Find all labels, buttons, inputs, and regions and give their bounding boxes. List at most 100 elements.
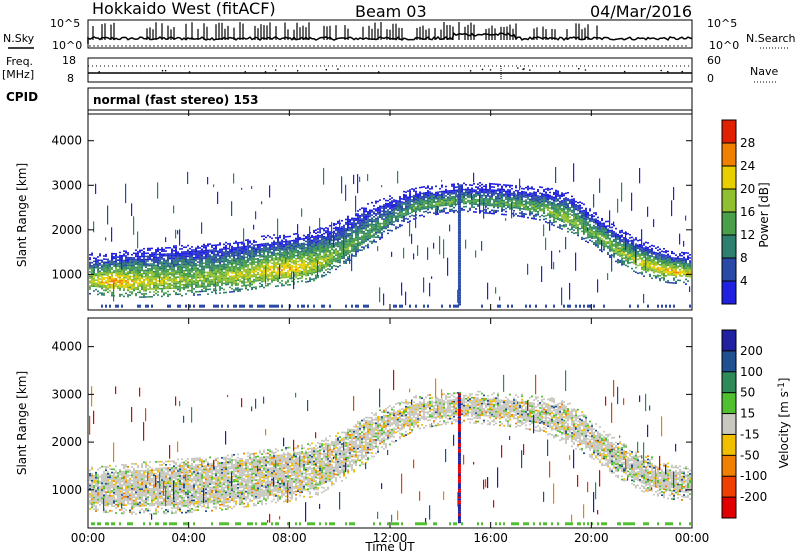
nsearch-dot: [453, 45, 454, 46]
echo-cell: [357, 229, 359, 231]
echo-cell: [123, 260, 125, 262]
echo-cell: [189, 290, 191, 292]
echo-cell: [121, 285, 123, 287]
echo-cell: [265, 244, 267, 246]
echo-cell: [143, 290, 145, 292]
echo-cell: [359, 221, 361, 223]
echo-cell: [295, 266, 297, 268]
echo-cell: [517, 190, 519, 192]
echo-cell: [387, 229, 389, 231]
echo-cell: [207, 272, 209, 274]
echo-cell: [379, 229, 381, 231]
echo-cell: [99, 267, 101, 269]
echo-cell: [235, 249, 237, 251]
nsearch-dot: [357, 45, 358, 46]
echo-cell: [215, 260, 217, 262]
echo-cell: [497, 207, 499, 209]
echo-cell: [215, 249, 217, 251]
echo-cell: [93, 281, 95, 283]
echo-cell: [297, 281, 299, 283]
echo-cell: [535, 215, 537, 217]
echo-cell: [529, 203, 531, 205]
echo-cell: [105, 280, 107, 282]
echo-cell: [207, 276, 209, 278]
echo-cell: [325, 230, 327, 232]
echo-cell: [399, 202, 401, 204]
echo-cell: [123, 269, 125, 271]
echo-cell: [393, 199, 395, 201]
echo-cell: [233, 283, 235, 285]
echo-cell: [461, 201, 463, 203]
echo-cell: [241, 288, 243, 290]
echo-cell: [131, 260, 133, 262]
echo-cell: [275, 273, 277, 275]
echo-cell: [179, 283, 181, 285]
echo-cell: [385, 226, 387, 228]
echo-cell: [485, 184, 487, 186]
echo-cell: [161, 268, 163, 270]
near-range-echo: [201, 305, 203, 308]
echo-cell: [477, 201, 479, 203]
echo-cell: [157, 249, 159, 251]
near-range-echo: [109, 305, 111, 308]
echo-cell: [281, 277, 283, 279]
echo-cell: [311, 268, 313, 270]
echo-cell: [523, 191, 525, 193]
echo-cell: [469, 200, 471, 202]
echo-cell: [155, 265, 157, 267]
echo-cell: [437, 191, 439, 193]
echo-cell: [315, 271, 317, 273]
echo-cell: [101, 269, 103, 271]
echo-cell: [281, 246, 283, 248]
echo-cell: [157, 280, 159, 282]
echo-cell: [115, 281, 117, 283]
echo-cell: [395, 200, 397, 202]
echo-cell: [263, 243, 265, 245]
echo-cell: [375, 219, 377, 221]
echo-cell: [193, 294, 195, 296]
echo-cell: [203, 286, 205, 288]
echo-cell: [289, 247, 291, 249]
echo-cell: [295, 252, 297, 254]
echo-cell: [269, 246, 271, 248]
echo-cell: [153, 274, 155, 276]
echo-cell: [309, 271, 311, 273]
echo-cell: [227, 267, 229, 269]
echo-cell: [191, 257, 193, 259]
echo-cell: [201, 286, 203, 288]
near-range-echo: [277, 305, 279, 308]
echo-cell: [491, 210, 493, 212]
echo-cell: [447, 203, 449, 205]
echo-cell: [243, 251, 245, 253]
echo-cell: [521, 188, 523, 190]
echo-cell: [207, 245, 209, 247]
echo-cell: [339, 256, 341, 258]
echo-cell: [331, 255, 333, 257]
echo-cell: [379, 224, 381, 226]
echo-cell: [245, 263, 247, 265]
echo-cell: [313, 250, 315, 252]
echo-cell: [219, 266, 221, 268]
echo-cell: [437, 204, 439, 206]
echo-cell: [213, 290, 215, 292]
echo-cell: [159, 263, 161, 265]
echo-cell: [239, 250, 241, 252]
echo-cell: [203, 252, 205, 254]
echo-cell: [281, 274, 283, 276]
echo-cell: [273, 269, 275, 271]
echo-cell: [221, 258, 223, 260]
echo-cell: [209, 274, 211, 276]
echo-cell: [289, 245, 291, 247]
echo-cell: [101, 261, 103, 263]
echo-cell: [103, 274, 105, 276]
echo-cell: [519, 209, 521, 211]
echo-cell: [471, 184, 473, 186]
echo-cell: [177, 293, 179, 295]
echo-cell: [439, 188, 441, 190]
nsearch-dot: [265, 45, 266, 46]
echo-cell: [299, 248, 301, 250]
echo-cell: [323, 228, 325, 230]
echo-cell: [259, 250, 261, 252]
echo-cell: [133, 273, 135, 275]
echo-cell: [385, 208, 387, 210]
